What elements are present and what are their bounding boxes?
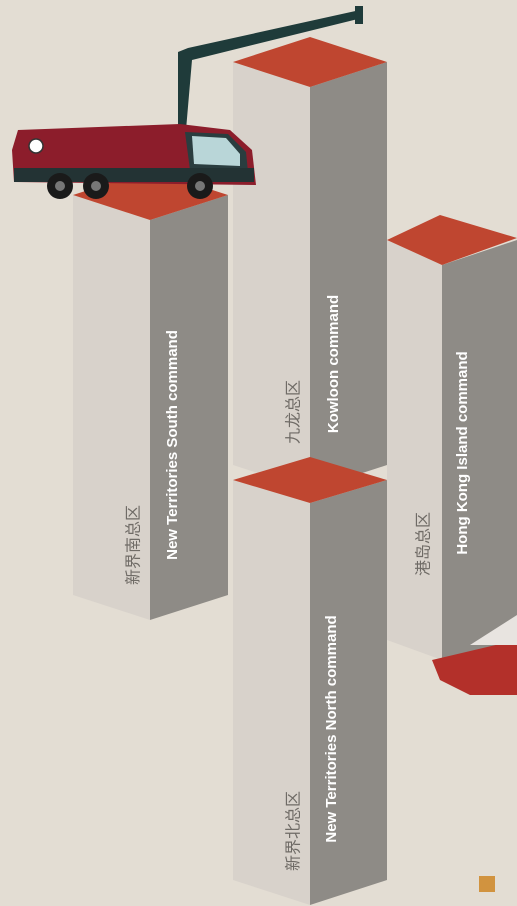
label-zh: 新界北总区	[284, 791, 303, 871]
pillar-right-face	[442, 240, 517, 660]
pillar-right-face	[150, 195, 228, 620]
label-zh: 港岛总区	[414, 512, 433, 576]
label-en: New Territories South command	[164, 330, 181, 560]
label-en: New Territories North command	[323, 615, 340, 842]
pillar-nt-south	[73, 170, 228, 620]
pillar-top	[233, 457, 387, 503]
label-zh: 新界南总区	[124, 505, 143, 585]
legend-swatch	[479, 876, 495, 892]
pillar-right-face	[310, 62, 387, 490]
pillar-nt-north	[233, 457, 387, 905]
pillar-left-face	[233, 480, 310, 905]
label-en: Hong Kong Island command	[454, 351, 471, 554]
fire-truck	[12, 124, 256, 199]
pillar-hk-island	[387, 215, 517, 660]
crane-arm	[178, 6, 363, 130]
pillar-top	[387, 215, 517, 265]
pillar-left-face	[73, 195, 150, 620]
pillar-left-face	[387, 240, 442, 660]
pillar-top	[233, 37, 387, 87]
pillar-kowloon	[233, 37, 387, 490]
label-zh: 九龙总区	[284, 380, 303, 444]
fireboat	[432, 615, 517, 695]
pillar-right-face	[310, 480, 387, 905]
label-en: Kowloon command	[325, 295, 342, 433]
